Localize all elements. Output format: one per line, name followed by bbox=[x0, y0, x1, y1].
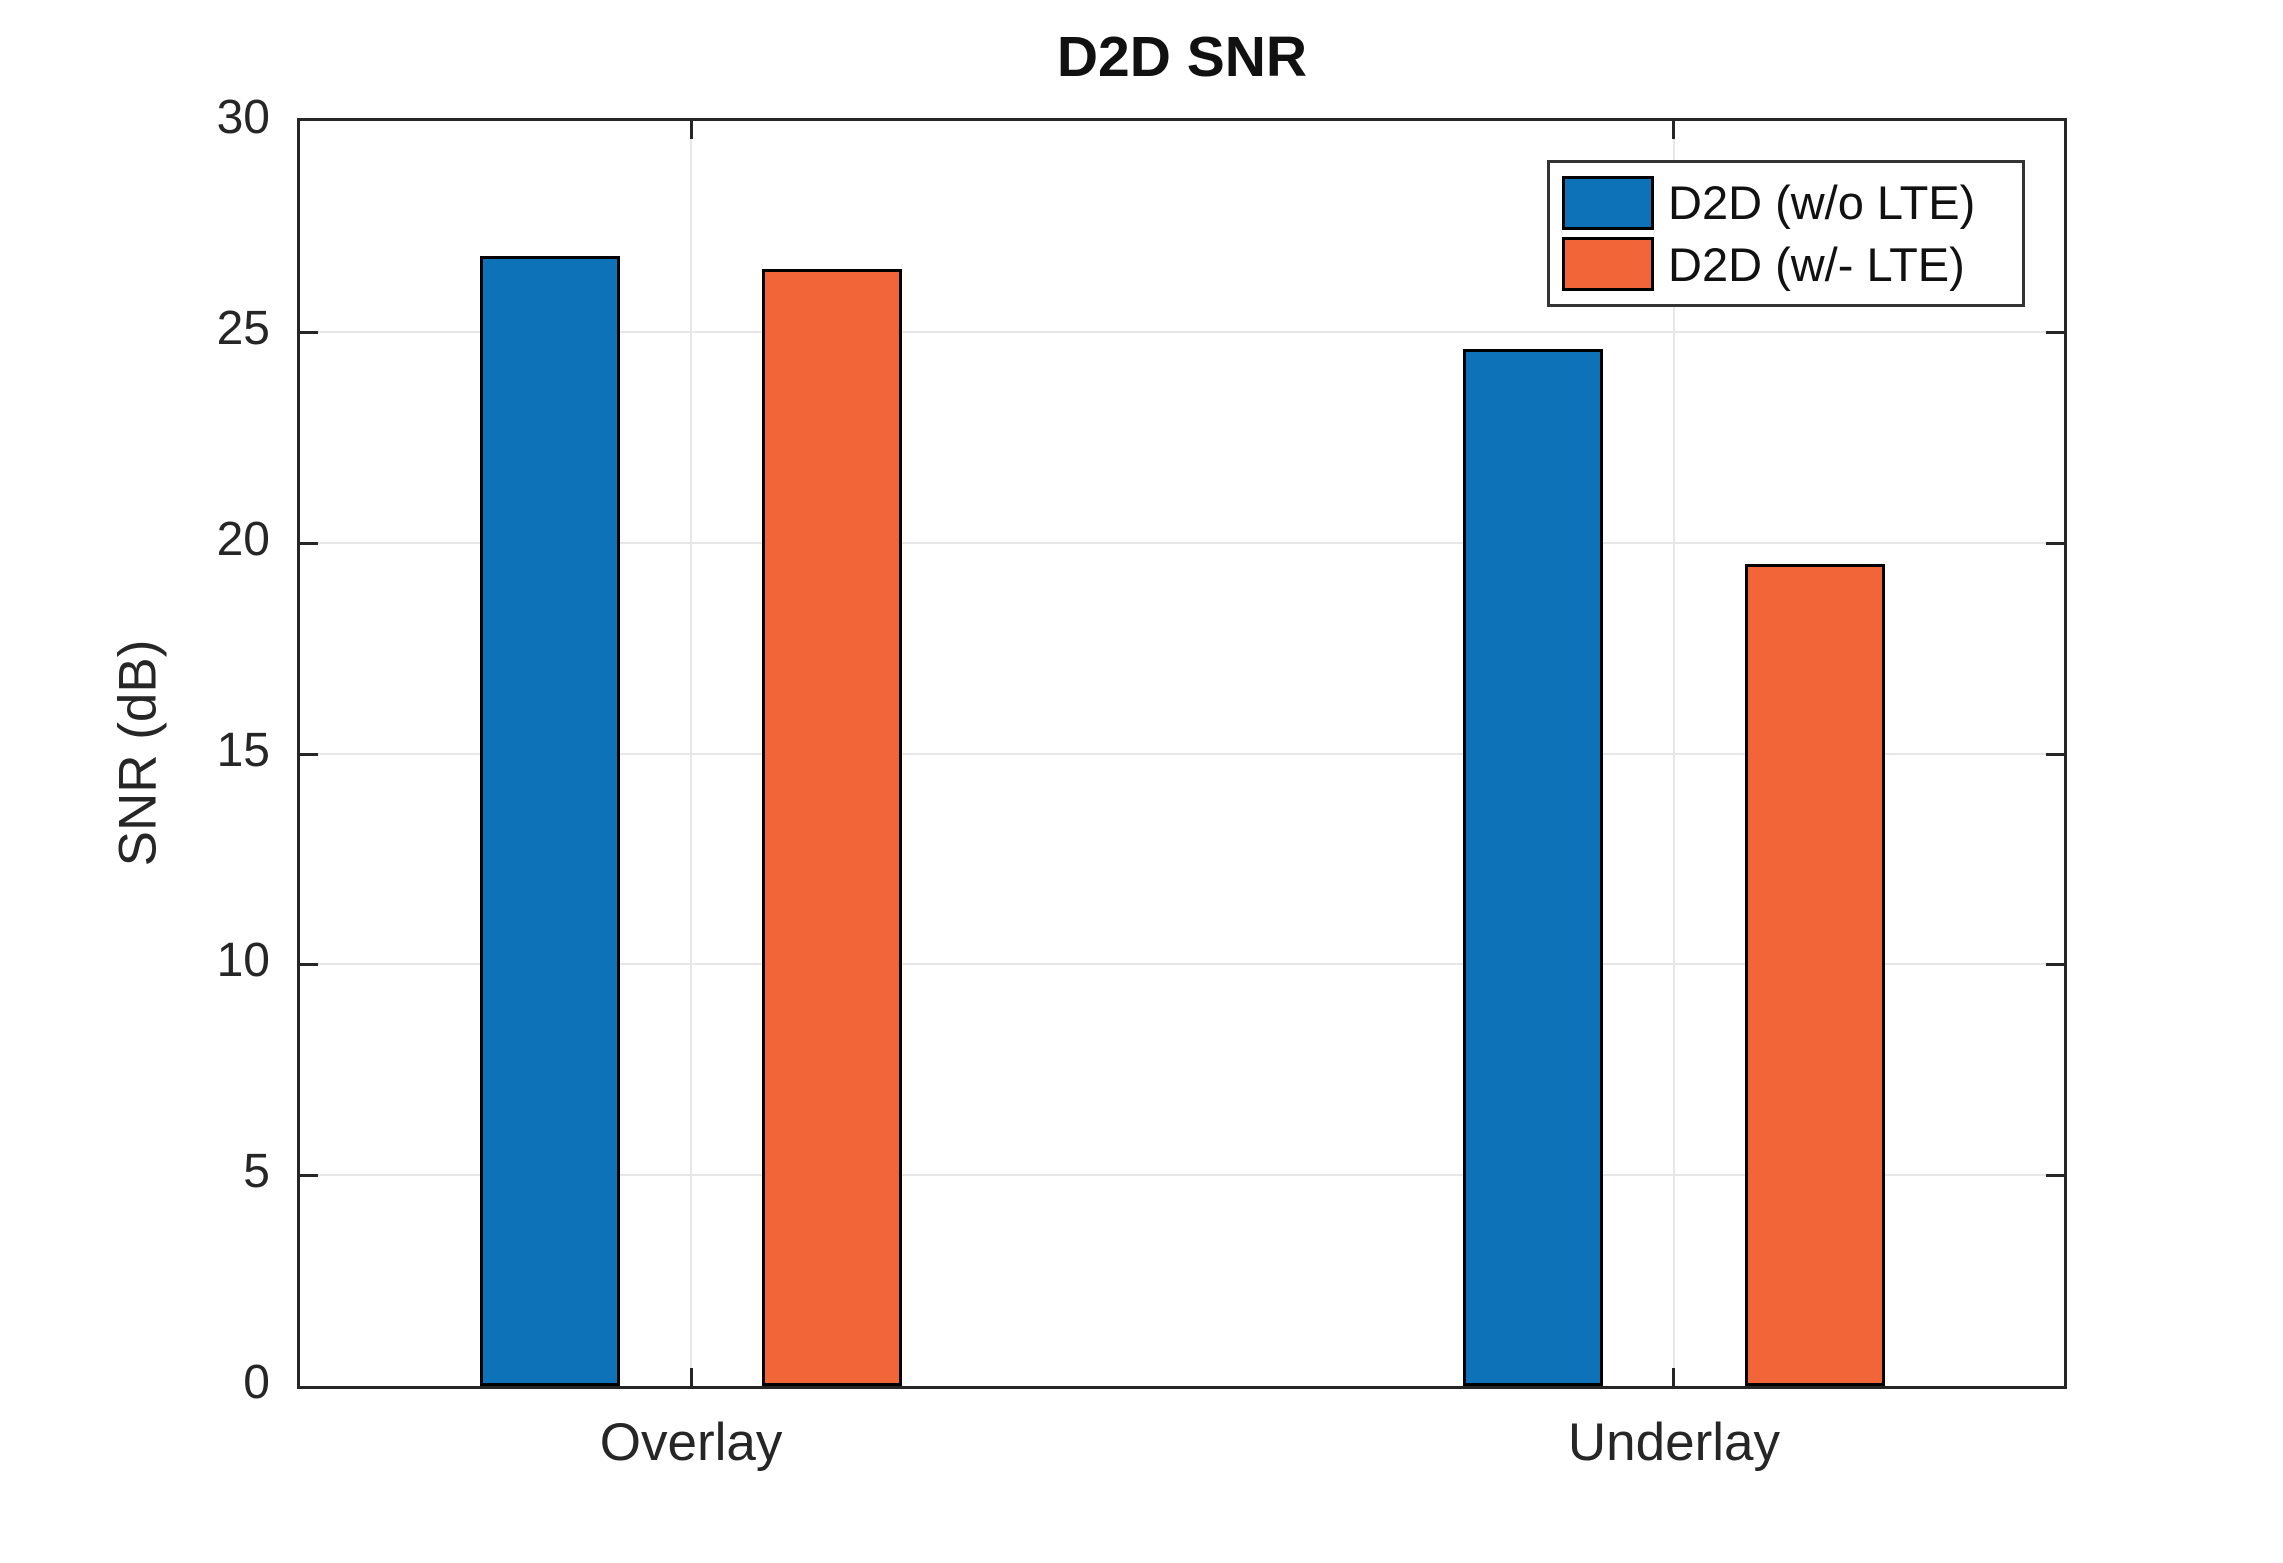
x-tick-mark bbox=[689, 121, 693, 139]
plot-area: D2D (w/o LTE) D2D (w/- LTE) bbox=[297, 118, 2067, 1389]
y-tick-mark bbox=[2046, 1174, 2064, 1178]
y-tick-mark bbox=[2046, 752, 2064, 756]
y-tick-label-20: 20 bbox=[216, 512, 270, 566]
y-tick-mark bbox=[2046, 330, 2064, 334]
gridline-y-5 bbox=[300, 1174, 2064, 1177]
bars-layer bbox=[300, 121, 2064, 1386]
x-tick-mark bbox=[689, 1368, 693, 1386]
x-tick-mark bbox=[1672, 121, 1676, 139]
y-tick-mark bbox=[2046, 541, 2064, 545]
x-tick-label-underlay: Underlay bbox=[1567, 1413, 1781, 1472]
gridline-y-20 bbox=[300, 541, 2064, 544]
gridline-x-0 bbox=[690, 121, 693, 1386]
legend-label-blue: D2D (w/o LTE) bbox=[1668, 176, 1976, 230]
y-tick-mark bbox=[300, 541, 318, 545]
bar-overlay-series1 bbox=[762, 268, 903, 1386]
y-tick-label-0: 0 bbox=[243, 1356, 270, 1409]
bar-overlay-series0 bbox=[479, 255, 620, 1386]
gridline-y-15 bbox=[300, 752, 2064, 755]
y-tick-label-25: 25 bbox=[216, 301, 270, 355]
gridline-x-1 bbox=[1672, 121, 1675, 1386]
y-tick-mark bbox=[300, 963, 318, 967]
y-tick-label-15: 15 bbox=[216, 723, 270, 777]
ticks-layer bbox=[300, 121, 2064, 1386]
x-tick-mark bbox=[1672, 1368, 1676, 1386]
gridline-y-10 bbox=[300, 963, 2064, 966]
legend: D2D (w/o LTE) D2D (w/- LTE) bbox=[1547, 160, 2025, 307]
gridline-y-25 bbox=[300, 330, 2064, 333]
y-tick-label-5: 5 bbox=[243, 1145, 270, 1199]
y-tick-mark bbox=[2046, 963, 2064, 967]
y-tick-mark bbox=[300, 752, 318, 756]
legend-item-blue: D2D (w/o LTE) bbox=[1562, 175, 2010, 230]
legend-item-orange: D2D (w/- LTE) bbox=[1562, 237, 2010, 292]
chart-title: D2D SNR bbox=[1056, 25, 1308, 89]
y-tick-mark bbox=[300, 1174, 318, 1178]
legend-swatch-orange bbox=[1562, 237, 1654, 292]
y-tick-mark bbox=[300, 330, 318, 334]
x-tick-label-overlay: Overlay bbox=[599, 1413, 783, 1472]
grid-layer bbox=[300, 121, 2064, 1386]
bar-underlay-series1 bbox=[1745, 563, 1886, 1386]
y-tick-label-10: 10 bbox=[216, 934, 270, 988]
legend-label-orange: D2D (w/- LTE) bbox=[1668, 237, 1965, 291]
legend-swatch-blue bbox=[1562, 175, 1654, 230]
y-tick-label-30: 30 bbox=[216, 91, 270, 144]
bar-underlay-series0 bbox=[1462, 348, 1603, 1386]
